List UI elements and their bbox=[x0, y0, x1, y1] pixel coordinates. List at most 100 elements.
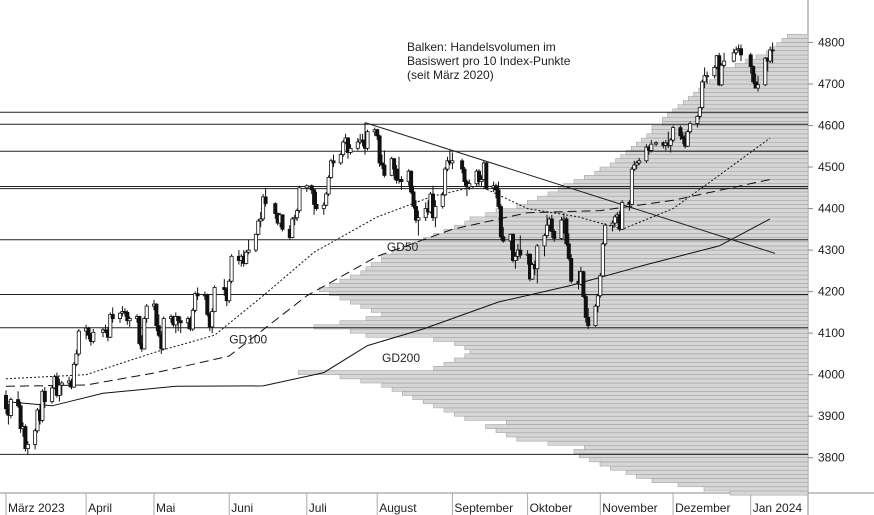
candle-body bbox=[559, 219, 564, 239]
candle-body bbox=[25, 443, 30, 449]
volume-bar bbox=[584, 175, 809, 180]
candle-body bbox=[493, 185, 498, 191]
candle-body bbox=[443, 168, 448, 196]
candle-body bbox=[644, 146, 649, 162]
volume-bar bbox=[677, 104, 809, 110]
y-tick-label: 4100 bbox=[818, 326, 845, 340]
candle-body bbox=[42, 390, 47, 403]
candle-body bbox=[392, 158, 397, 170]
candle-body bbox=[338, 154, 343, 164]
moving-average-label: GD200 bbox=[382, 351, 420, 365]
candle-body bbox=[629, 168, 634, 205]
candle-body bbox=[552, 230, 557, 239]
candle-body bbox=[127, 318, 132, 322]
candle-body bbox=[450, 160, 455, 164]
candle-body bbox=[498, 206, 503, 238]
volume-bar bbox=[443, 407, 809, 413]
volume-bar bbox=[599, 461, 809, 467]
candle-body bbox=[595, 295, 600, 307]
candle-body bbox=[756, 84, 761, 89]
y-tick-label: 4200 bbox=[818, 285, 845, 299]
candle-body bbox=[341, 141, 346, 156]
volume-bar bbox=[589, 457, 809, 463]
volume-bar bbox=[454, 411, 809, 417]
volume-bar bbox=[443, 361, 809, 367]
volume-bar bbox=[339, 295, 809, 301]
volume-bar bbox=[365, 332, 809, 338]
volume-bar bbox=[651, 125, 809, 130]
candle-body bbox=[178, 320, 183, 324]
candle-body bbox=[688, 123, 693, 133]
candle-body bbox=[195, 293, 200, 297]
volume-bar bbox=[651, 129, 809, 135]
candle-body bbox=[600, 243, 605, 277]
volume-bar bbox=[433, 366, 809, 371]
candle-body bbox=[637, 160, 642, 164]
candle-body bbox=[375, 129, 380, 137]
candle-body bbox=[542, 235, 547, 247]
candle-body bbox=[634, 162, 639, 166]
volume-bar bbox=[688, 96, 809, 101]
candle-body bbox=[671, 127, 676, 141]
volume-bar bbox=[443, 229, 809, 234]
candle-body bbox=[360, 139, 365, 143]
moving-average-label: GD100 bbox=[229, 333, 267, 347]
candle-body bbox=[566, 243, 571, 259]
candle-body bbox=[678, 127, 683, 137]
candles bbox=[4, 42, 775, 455]
volume-bar bbox=[667, 112, 809, 118]
candle-body bbox=[751, 66, 756, 83]
x-tick-label: April bbox=[88, 501, 112, 515]
candle-body bbox=[610, 222, 615, 226]
candle-body bbox=[280, 214, 285, 230]
volume-bar bbox=[537, 195, 809, 201]
candle-body bbox=[137, 316, 142, 344]
candle-body bbox=[16, 399, 21, 407]
candle-body bbox=[297, 187, 302, 212]
candle-body bbox=[290, 218, 295, 238]
volume-bar bbox=[485, 212, 809, 218]
candle-body bbox=[445, 160, 450, 170]
candle-body bbox=[685, 131, 690, 147]
volume-bar bbox=[771, 46, 809, 52]
candle-body bbox=[719, 64, 724, 86]
candle-body bbox=[739, 48, 744, 56]
candle-body bbox=[176, 316, 181, 322]
volume-bar bbox=[339, 320, 809, 326]
candle-body bbox=[430, 193, 435, 219]
trendline bbox=[364, 122, 776, 254]
candle-body bbox=[59, 382, 64, 386]
volume-bar bbox=[329, 291, 809, 297]
candle-body bbox=[258, 218, 263, 222]
candle-body bbox=[23, 426, 28, 450]
candle-body bbox=[598, 275, 603, 297]
volume-bar bbox=[547, 440, 809, 446]
candle-body bbox=[467, 183, 472, 188]
volume-bar bbox=[703, 486, 809, 492]
candle-body bbox=[399, 179, 404, 182]
candle-body bbox=[190, 309, 195, 330]
candle-body bbox=[33, 430, 38, 445]
volume-bar bbox=[370, 307, 809, 313]
candle-body bbox=[324, 193, 329, 206]
candle-body bbox=[484, 162, 489, 189]
candle-body bbox=[586, 316, 591, 327]
candle-body bbox=[348, 147, 353, 153]
annotation-line-2: Basiswert pro 10 Index-Punkte bbox=[407, 54, 571, 68]
candle-body bbox=[345, 137, 350, 153]
volume-bar bbox=[313, 324, 809, 330]
volume-bar bbox=[360, 378, 809, 384]
y-tick-label: 4600 bbox=[818, 119, 845, 133]
candle-body bbox=[50, 387, 55, 402]
candle-body bbox=[620, 201, 625, 230]
candle-body bbox=[246, 249, 251, 253]
candle-body bbox=[440, 194, 445, 207]
candle-body bbox=[91, 331, 96, 342]
candle-body bbox=[705, 75, 710, 78]
volume-bar bbox=[433, 337, 809, 342]
volume-bar bbox=[329, 283, 809, 288]
volume-bar bbox=[662, 116, 809, 122]
candle-body bbox=[700, 81, 705, 109]
candle-body bbox=[530, 264, 535, 280]
volume-bar bbox=[677, 482, 809, 488]
